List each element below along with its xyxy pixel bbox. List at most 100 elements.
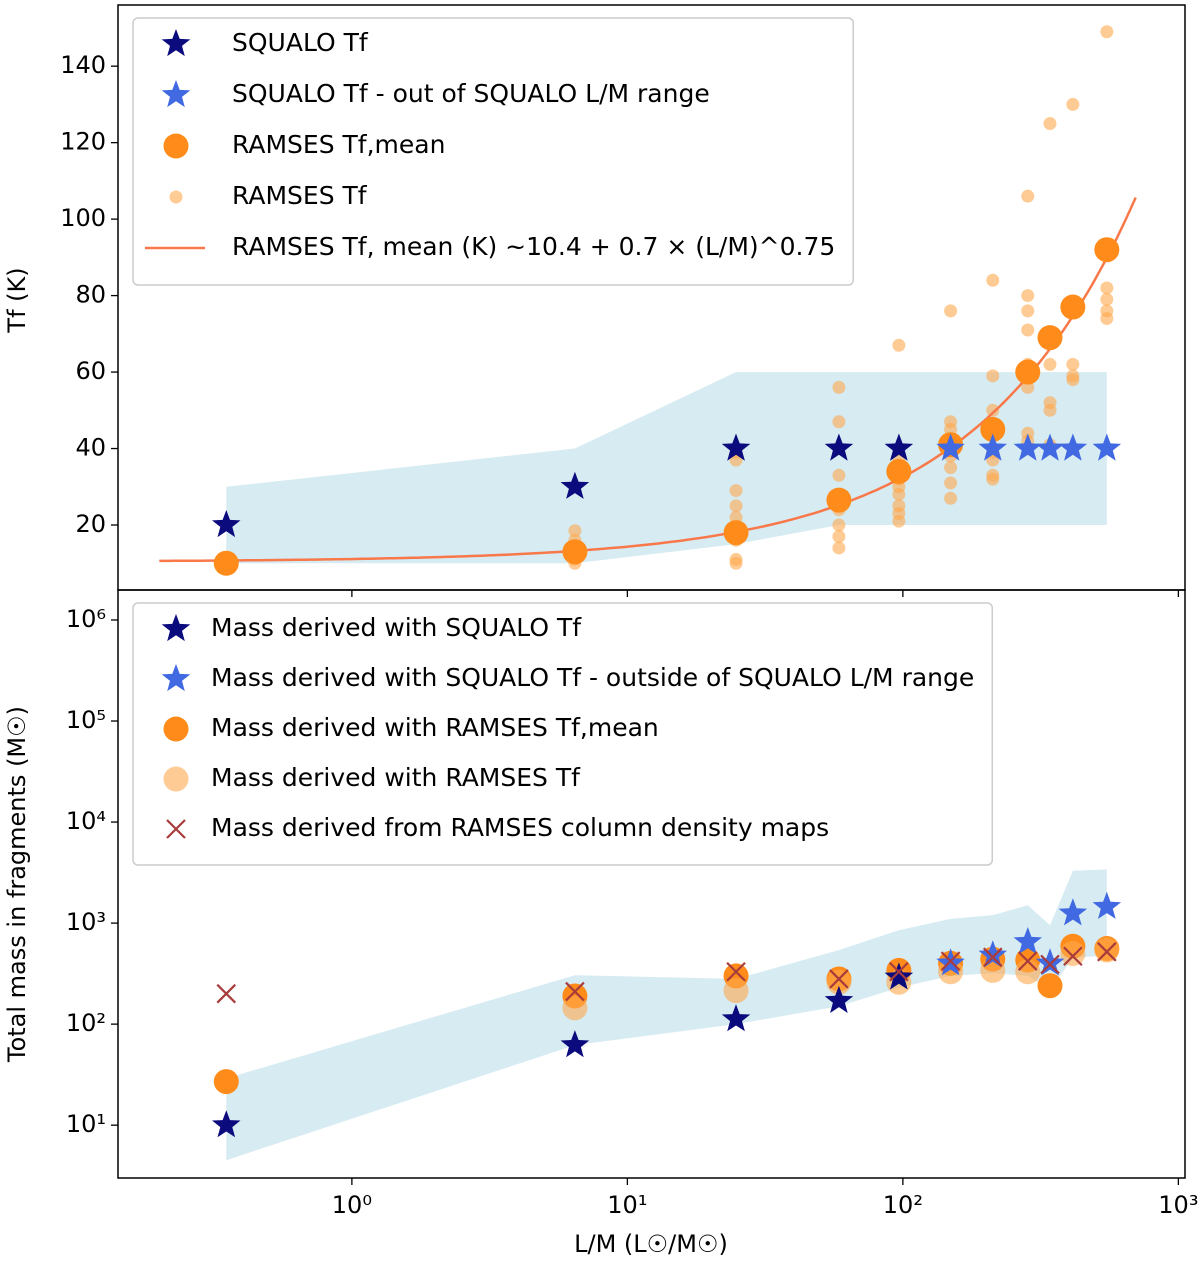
- x-tick-label: 10²: [883, 1191, 923, 1219]
- legend-label: RAMSES Tf, mean (K) ~10.4 + 0.7 × (L/M)^…: [232, 232, 835, 261]
- dot-marker: [832, 468, 846, 482]
- dot-marker: [1021, 323, 1035, 337]
- dot-marker: [832, 529, 846, 543]
- x-marker: [889, 961, 909, 982]
- x-axis-label: L/M (L☉/M☉): [574, 1230, 728, 1258]
- dot-marker: [1021, 289, 1035, 303]
- y-tick-label: 80: [75, 281, 106, 309]
- dot-marker: [944, 476, 958, 490]
- x-marker: [1017, 951, 1038, 971]
- star-marker: [212, 510, 241, 538]
- y-axis-label: Tf (K): [3, 267, 31, 333]
- y-tick-label: 40: [75, 434, 106, 462]
- dot-marker: [832, 415, 846, 429]
- circle-marker: [826, 487, 852, 513]
- y-tick-label: 100: [60, 204, 106, 232]
- x-marker: [726, 961, 746, 982]
- x-marker: [940, 951, 961, 971]
- dot-marker: [892, 338, 906, 352]
- star-marker: [1013, 433, 1042, 461]
- dot-marker: [944, 461, 958, 475]
- dot-marker: [1066, 97, 1080, 111]
- legend-label: Mass derived with SQUALO Tf - outside of…: [211, 663, 974, 692]
- dot-marker: [729, 499, 743, 513]
- dot-marker: [892, 499, 906, 513]
- y-tick-label: 60: [75, 357, 106, 385]
- legend-marker: [161, 80, 191, 108]
- circle-marker: [1037, 325, 1063, 351]
- legend-box: [132, 602, 994, 866]
- dot-marker: [1021, 189, 1035, 203]
- y-tick-label: 20: [75, 510, 106, 538]
- x-marker: [1063, 946, 1083, 966]
- circle-marker: [980, 416, 1006, 442]
- x-tick-label: 10⁰: [332, 1191, 372, 1219]
- star-marker: [1035, 948, 1065, 976]
- legend-label: RAMSES Tf,mean: [232, 130, 445, 159]
- star-marker: [1058, 433, 1088, 461]
- star-marker: [1092, 891, 1122, 919]
- x-tick-label: 10³: [1158, 1191, 1198, 1219]
- circle-marker: [980, 957, 1006, 983]
- dot-marker: [1043, 396, 1057, 410]
- dot-marker: [729, 552, 743, 566]
- star-marker: [884, 962, 914, 990]
- circle-marker: [723, 520, 749, 546]
- legend-label: SQUALO Tf: [232, 28, 369, 57]
- star-marker: [1092, 433, 1122, 461]
- dot-marker: [1043, 357, 1057, 371]
- dot-marker: [832, 541, 846, 555]
- y-axis-label: Total mass in fragments (M☉): [3, 706, 31, 1063]
- star-marker: [1035, 433, 1065, 461]
- circle-marker: [1060, 941, 1086, 967]
- circle-marker: [213, 1069, 239, 1095]
- dot-marker: [832, 518, 846, 532]
- dot-marker: [944, 304, 958, 318]
- circle-marker: [1015, 359, 1041, 385]
- dot-marker: [986, 468, 1000, 482]
- legend-label: RAMSES Tf: [232, 181, 368, 210]
- dot-marker: [944, 415, 958, 429]
- y-tick-label: 10⁵: [66, 706, 106, 734]
- star-marker: [560, 471, 590, 499]
- plot-area: [212, 869, 1122, 1161]
- star-marker: [1058, 898, 1088, 926]
- circle-marker: [1094, 237, 1120, 263]
- dot-marker: [986, 273, 1000, 287]
- x-marker: [216, 983, 237, 1004]
- star-marker: [978, 940, 1007, 968]
- dot-marker: [1100, 281, 1114, 295]
- circle-marker: [723, 978, 749, 1004]
- dot-marker: [1021, 304, 1035, 318]
- legend-marker: [161, 29, 191, 57]
- dot-marker: [729, 484, 743, 498]
- dot-marker: [1043, 117, 1057, 131]
- dot-marker: [986, 369, 1000, 383]
- star-marker: [824, 433, 854, 461]
- dot-marker: [1021, 426, 1035, 440]
- dot-marker: [832, 380, 846, 394]
- star-marker: [824, 985, 854, 1013]
- y-tick-label: 10²: [66, 1009, 106, 1037]
- dot-marker: [1100, 292, 1114, 306]
- star-marker: [884, 433, 914, 461]
- star-marker: [560, 1030, 590, 1058]
- y-tick-label: 120: [60, 128, 106, 156]
- plot-layer: 20 40 60 80 100 120 140 SQUALO Tf SQUALO Tf - ou…: [60, 4, 1198, 1219]
- circle-marker: [1037, 973, 1063, 999]
- legend-marker: [161, 614, 191, 642]
- dot-marker: [1100, 304, 1114, 318]
- legend-marker: [163, 766, 189, 792]
- y-tick-label: 10⁶: [66, 605, 106, 633]
- y-tick-label: 10⁴: [66, 807, 106, 835]
- legend-marker: [169, 190, 183, 204]
- legend-label: Mass derived with RAMSES Tf: [211, 763, 581, 792]
- x-marker: [565, 981, 585, 1002]
- legend-marker: [163, 133, 189, 159]
- legend-marker: [166, 819, 186, 839]
- range-band: [226, 372, 1107, 564]
- y-tick-label: 140: [60, 51, 106, 79]
- star-marker: [721, 1004, 751, 1032]
- legend-marker: [161, 664, 191, 692]
